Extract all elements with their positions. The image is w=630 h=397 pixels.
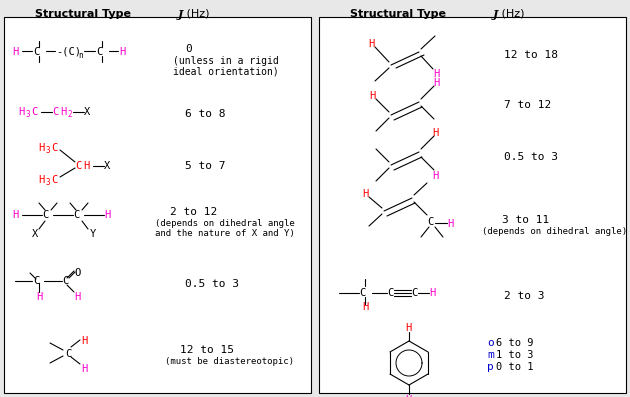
- Text: H: H: [104, 210, 110, 220]
- Text: H: H: [18, 107, 24, 117]
- Bar: [4, 17, 311, 393]
- Text: 0 to 1: 0 to 1: [496, 362, 534, 372]
- Text: C: C: [51, 175, 57, 185]
- Text: H: H: [447, 219, 453, 229]
- Text: H: H: [83, 161, 89, 171]
- Text: (Hz): (Hz): [183, 9, 210, 19]
- Text: 2 to 12: 2 to 12: [170, 207, 217, 217]
- Text: H: H: [60, 107, 66, 117]
- Text: H: H: [362, 302, 369, 312]
- Text: C: C: [411, 288, 417, 298]
- Text: C: C: [62, 276, 68, 286]
- Text: H: H: [38, 175, 44, 185]
- Text: -(C): -(C): [56, 47, 81, 57]
- Text: H: H: [432, 128, 438, 138]
- Text: O: O: [74, 268, 80, 278]
- Text: 5 to 7: 5 to 7: [185, 161, 226, 171]
- Text: H: H: [74, 292, 80, 302]
- Text: (depends on dihedral angle): (depends on dihedral angle): [482, 227, 627, 236]
- Text: (unless in a rigid: (unless in a rigid: [173, 56, 278, 66]
- Text: C: C: [73, 210, 79, 220]
- Text: m: m: [487, 350, 494, 360]
- Text: C: C: [387, 288, 393, 298]
- Text: (Hz): (Hz): [498, 9, 525, 19]
- Text: 3: 3: [45, 178, 50, 187]
- Text: X: X: [104, 161, 110, 171]
- Text: C: C: [75, 161, 81, 171]
- Text: C: C: [33, 47, 39, 57]
- Text: H: H: [119, 47, 125, 57]
- Text: 1 to 3: 1 to 3: [496, 350, 534, 360]
- Text: 3: 3: [45, 146, 50, 155]
- Text: C: C: [96, 47, 102, 57]
- Text: X: X: [84, 107, 90, 117]
- Text: C: C: [33, 276, 39, 286]
- Text: H: H: [38, 143, 44, 153]
- Text: 6 to 9: 6 to 9: [496, 338, 534, 348]
- Text: H: H: [36, 292, 42, 302]
- Text: H: H: [405, 395, 411, 397]
- Text: C: C: [31, 107, 37, 117]
- Text: (depends on dihedral angle: (depends on dihedral angle: [155, 219, 295, 228]
- Text: H: H: [433, 78, 439, 88]
- Text: Y: Y: [90, 229, 96, 239]
- Text: 7 to 12: 7 to 12: [504, 100, 551, 110]
- Text: 0.5 to 3: 0.5 to 3: [504, 152, 558, 162]
- Text: H: H: [362, 189, 369, 199]
- Text: H: H: [368, 39, 374, 49]
- Text: 0: 0: [185, 44, 192, 54]
- Text: Structural Type: Structural Type: [350, 9, 446, 19]
- Text: p: p: [487, 362, 494, 372]
- Text: 3: 3: [25, 110, 30, 119]
- Text: 12 to 15: 12 to 15: [180, 345, 234, 355]
- Text: H: H: [12, 47, 18, 57]
- Text: n: n: [78, 51, 83, 60]
- Text: o: o: [487, 338, 494, 348]
- Text: (must be diastereotopic): (must be diastereotopic): [165, 357, 294, 366]
- Text: H: H: [12, 210, 18, 220]
- Text: ideal orientation): ideal orientation): [173, 66, 278, 76]
- Text: C: C: [65, 349, 71, 359]
- Text: C: C: [52, 107, 58, 117]
- Text: and the nature of X and Y): and the nature of X and Y): [155, 229, 295, 238]
- Text: H: H: [81, 364, 87, 374]
- Text: 3 to 11: 3 to 11: [502, 215, 549, 225]
- Text: C: C: [359, 288, 365, 298]
- Text: H: H: [81, 336, 87, 346]
- Text: H: H: [429, 288, 435, 298]
- Text: C: C: [51, 143, 57, 153]
- Text: 2: 2: [67, 110, 72, 119]
- Text: H: H: [405, 323, 411, 333]
- Bar: [319, 17, 626, 393]
- Text: 2 to 3: 2 to 3: [504, 291, 544, 301]
- Text: H: H: [433, 69, 439, 79]
- Text: 6 to 8: 6 to 8: [185, 109, 226, 119]
- Text: C: C: [42, 210, 49, 220]
- Text: H: H: [369, 91, 375, 101]
- Text: X: X: [32, 229, 38, 239]
- Text: Structural Type: Structural Type: [35, 9, 131, 19]
- Text: H: H: [432, 171, 438, 181]
- Text: 12 to 18: 12 to 18: [504, 50, 558, 60]
- Text: J: J: [493, 9, 498, 20]
- Text: 0.5 to 3: 0.5 to 3: [185, 279, 239, 289]
- Text: C: C: [427, 217, 433, 227]
- Text: J: J: [178, 9, 183, 20]
